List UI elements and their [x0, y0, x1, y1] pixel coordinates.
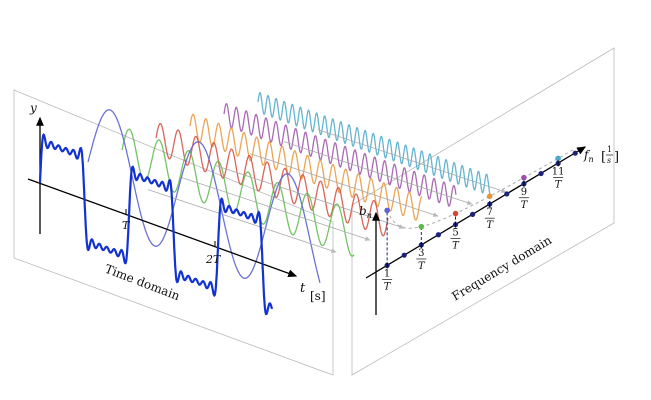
projection-arrow: [317, 129, 507, 193]
frequency-tick-numerator: 5: [452, 228, 458, 239]
spectrum-baseline-dot: [435, 232, 442, 238]
spectrum-baseline-dot: [470, 211, 476, 217]
f-axis-unit-den: s: [607, 156, 611, 165]
frequency-tick-denominator: T: [452, 241, 460, 252]
time-axis: [27, 178, 298, 278]
projection-arrow: [147, 189, 337, 253]
frequency-tick-numerator: 7: [487, 207, 493, 218]
harmonic-wave: [257, 91, 491, 195]
spectrum-markers: 1 T 3 T 5 T 7 T 9 T 11 T: [382, 150, 578, 292]
frequency-tick-numerator: 1: [384, 268, 390, 279]
harmonic-waves: [87, 91, 491, 284]
f-axis-unit-num: 1: [607, 145, 612, 154]
frequency-tick-denominator: T: [384, 281, 392, 292]
time-tick-label-T: T: [122, 219, 131, 232]
frequency-domain-panel: [351, 47, 615, 376]
f-axis-label: fn: [583, 148, 594, 164]
harmonic-wave: [223, 103, 457, 207]
b-axis-label: bn: [359, 204, 372, 220]
frequency-tick-denominator: T: [521, 200, 529, 211]
amplitude-envelope: [386, 148, 576, 229]
harmonic-wave: [189, 113, 423, 221]
projection-arrow: [181, 177, 371, 241]
harmonic-wave: [155, 122, 389, 237]
spectrum-baseline-dot: [504, 191, 510, 197]
harmonic-wave: [87, 109, 321, 284]
spectrum-peak-dot: [418, 223, 425, 230]
spectrum-peak-dot: [486, 193, 493, 200]
time-domain-panel: [13, 89, 334, 376]
t-axis-unit: [s]: [310, 289, 326, 303]
time-tick-label-2T: 2T: [205, 253, 222, 266]
spectrum-peak-dot: [384, 207, 390, 214]
projection-arrow: [283, 141, 473, 205]
projection-arrow: [249, 153, 439, 217]
y-axis-label: y: [29, 101, 37, 115]
frequency-tick-denominator: T: [486, 220, 494, 231]
t-axis-label: t: [300, 281, 306, 296]
frequency-tick-denominator: T: [555, 179, 563, 190]
frequency-tick-denominator: T: [418, 261, 426, 272]
f-axis-unit-open: [: [601, 150, 606, 165]
spectrum-peak-dot: [555, 155, 561, 162]
spectrum-peak-dot: [521, 174, 527, 181]
frequency-domain-title: Frequency domain: [449, 233, 554, 304]
frequency-tick-numerator: 3: [418, 248, 424, 259]
frequency-tick-numerator: 9: [521, 187, 527, 198]
spectrum-baseline-dot: [401, 252, 407, 258]
spectrum-baseline-dot: [538, 170, 544, 177]
spectrum-baseline-dot: [572, 150, 578, 156]
f-axis-unit-close: ]: [614, 150, 619, 165]
frequency-tick-numerator: 11: [552, 166, 565, 177]
time-domain-title: Time domain: [103, 262, 182, 304]
square-wave-curve: [38, 133, 274, 316]
spectrum-peak-dot: [452, 210, 459, 217]
